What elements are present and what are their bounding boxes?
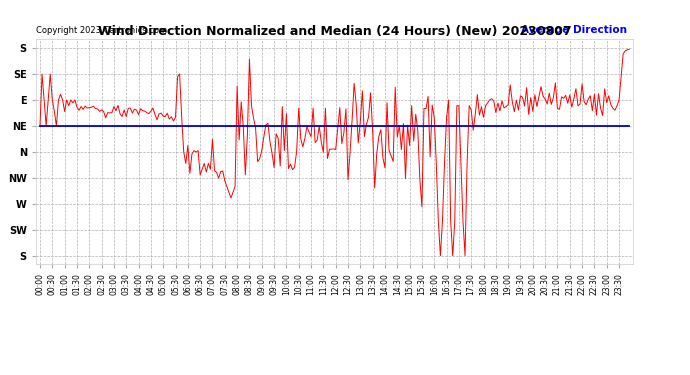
Title: Wind Direction Normalized and Median (24 Hours) (New) 20230807: Wind Direction Normalized and Median (24…	[98, 25, 571, 38]
Text: Average Direction: Average Direction	[522, 25, 627, 35]
Text: Copyright 2023 Cartronics.com: Copyright 2023 Cartronics.com	[36, 26, 167, 35]
